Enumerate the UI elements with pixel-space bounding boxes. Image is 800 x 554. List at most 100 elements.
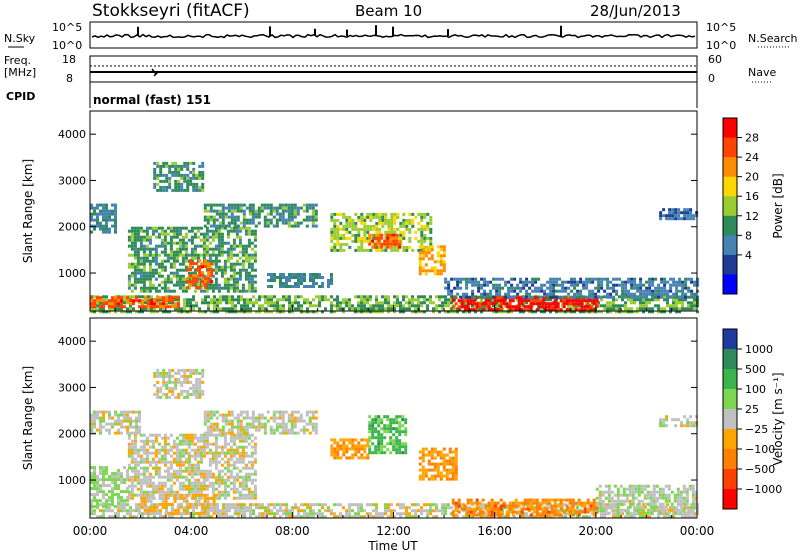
power-cell xyxy=(387,307,390,311)
power-cell xyxy=(336,224,340,228)
power-cell xyxy=(129,295,132,299)
power-cell xyxy=(228,301,231,305)
velocity-cell xyxy=(136,448,140,452)
power-cell xyxy=(665,214,669,218)
power-cell xyxy=(247,262,251,266)
power-cell xyxy=(660,307,663,311)
power-cell xyxy=(93,212,96,216)
power-cell xyxy=(387,218,391,222)
power-cell xyxy=(399,230,403,234)
velocity-cell xyxy=(148,484,152,488)
velocity-cell xyxy=(567,512,570,516)
power-cell xyxy=(154,235,158,239)
power-cell xyxy=(285,298,288,302)
power-cell xyxy=(114,203,117,207)
power-cell xyxy=(498,301,501,305)
velocity-cell xyxy=(223,439,227,443)
velocity-cell xyxy=(444,503,447,507)
velocity-cell xyxy=(206,505,210,509)
power-cell xyxy=(489,289,493,293)
velocity-cell xyxy=(214,460,218,464)
noise-right-label: N.Search xyxy=(748,32,798,45)
velocity-cell xyxy=(208,475,212,479)
power-cell xyxy=(208,235,212,239)
power-cell xyxy=(141,295,144,299)
power-cell xyxy=(266,221,270,225)
power-cell xyxy=(648,286,652,290)
power-cell xyxy=(336,218,340,222)
power-cell xyxy=(139,280,143,284)
velocity-cell xyxy=(171,506,174,510)
power-cell xyxy=(390,212,394,216)
power-cell xyxy=(468,280,472,284)
power-cell xyxy=(556,308,560,312)
power-cell xyxy=(288,298,291,302)
power-cell xyxy=(371,233,375,237)
power-cell xyxy=(139,256,143,260)
power-cell xyxy=(148,235,152,239)
velocity-cell xyxy=(288,509,291,513)
power-cell xyxy=(624,283,628,287)
power-cell xyxy=(315,310,318,314)
power-cell xyxy=(552,286,556,290)
velocity-cell xyxy=(235,496,239,500)
power-cell xyxy=(142,235,146,239)
power-cell xyxy=(147,299,150,303)
power-cell xyxy=(221,221,225,225)
power-cell xyxy=(235,235,239,239)
power-cell xyxy=(162,173,166,177)
velocity-cell xyxy=(234,512,237,516)
velocity-cell xyxy=(411,503,414,507)
power-cell xyxy=(321,282,324,285)
power-cell xyxy=(534,310,537,314)
power-cell xyxy=(504,292,508,296)
power-cell xyxy=(386,236,390,240)
power-cell xyxy=(165,179,169,183)
power-cell xyxy=(553,308,557,312)
power-cell xyxy=(163,289,167,293)
power-cell xyxy=(171,173,175,177)
frequency-left-label-line2: [MHz] xyxy=(4,66,36,79)
velocity-cell xyxy=(226,448,230,452)
velocity-cell xyxy=(102,419,105,423)
power-cell xyxy=(183,307,186,311)
velocity-cell xyxy=(411,509,414,513)
power-cell xyxy=(498,292,502,296)
power-cell xyxy=(253,235,257,239)
power-cell xyxy=(177,298,180,302)
power-cell xyxy=(129,299,132,303)
power-cell xyxy=(336,212,340,216)
velocity-cell xyxy=(127,484,131,488)
power-cell xyxy=(294,273,297,276)
power-cell xyxy=(201,173,205,177)
power-colorbar-tick-label: 4 xyxy=(745,249,752,262)
power-cell xyxy=(224,224,228,228)
velocity-cell xyxy=(96,502,99,506)
power-cell xyxy=(399,224,403,228)
velocity-cell xyxy=(114,478,117,482)
velocity-cell xyxy=(99,472,102,476)
power-cell xyxy=(174,167,178,171)
velocity-cell xyxy=(130,496,134,500)
power-cell xyxy=(475,308,479,312)
power-cell xyxy=(210,298,213,302)
power-cell xyxy=(288,276,291,279)
velocity-cell xyxy=(145,451,149,455)
power-cell xyxy=(565,308,569,312)
power-cell xyxy=(474,310,477,314)
power-cell xyxy=(333,298,336,302)
velocity-cell xyxy=(223,451,227,455)
power-cell xyxy=(420,236,424,240)
velocity-cell xyxy=(333,515,336,519)
power-cell xyxy=(207,268,211,272)
velocity-cell xyxy=(183,371,187,375)
velocity-cell xyxy=(127,451,131,455)
power-cell xyxy=(166,256,170,260)
power-cell xyxy=(345,218,349,222)
velocity-cell xyxy=(120,425,123,429)
power-cell xyxy=(642,310,645,314)
noise-left-label: N.Sky xyxy=(4,32,36,45)
power-cell xyxy=(621,289,625,293)
power-cell xyxy=(636,295,640,299)
velocity-cell xyxy=(108,503,111,507)
